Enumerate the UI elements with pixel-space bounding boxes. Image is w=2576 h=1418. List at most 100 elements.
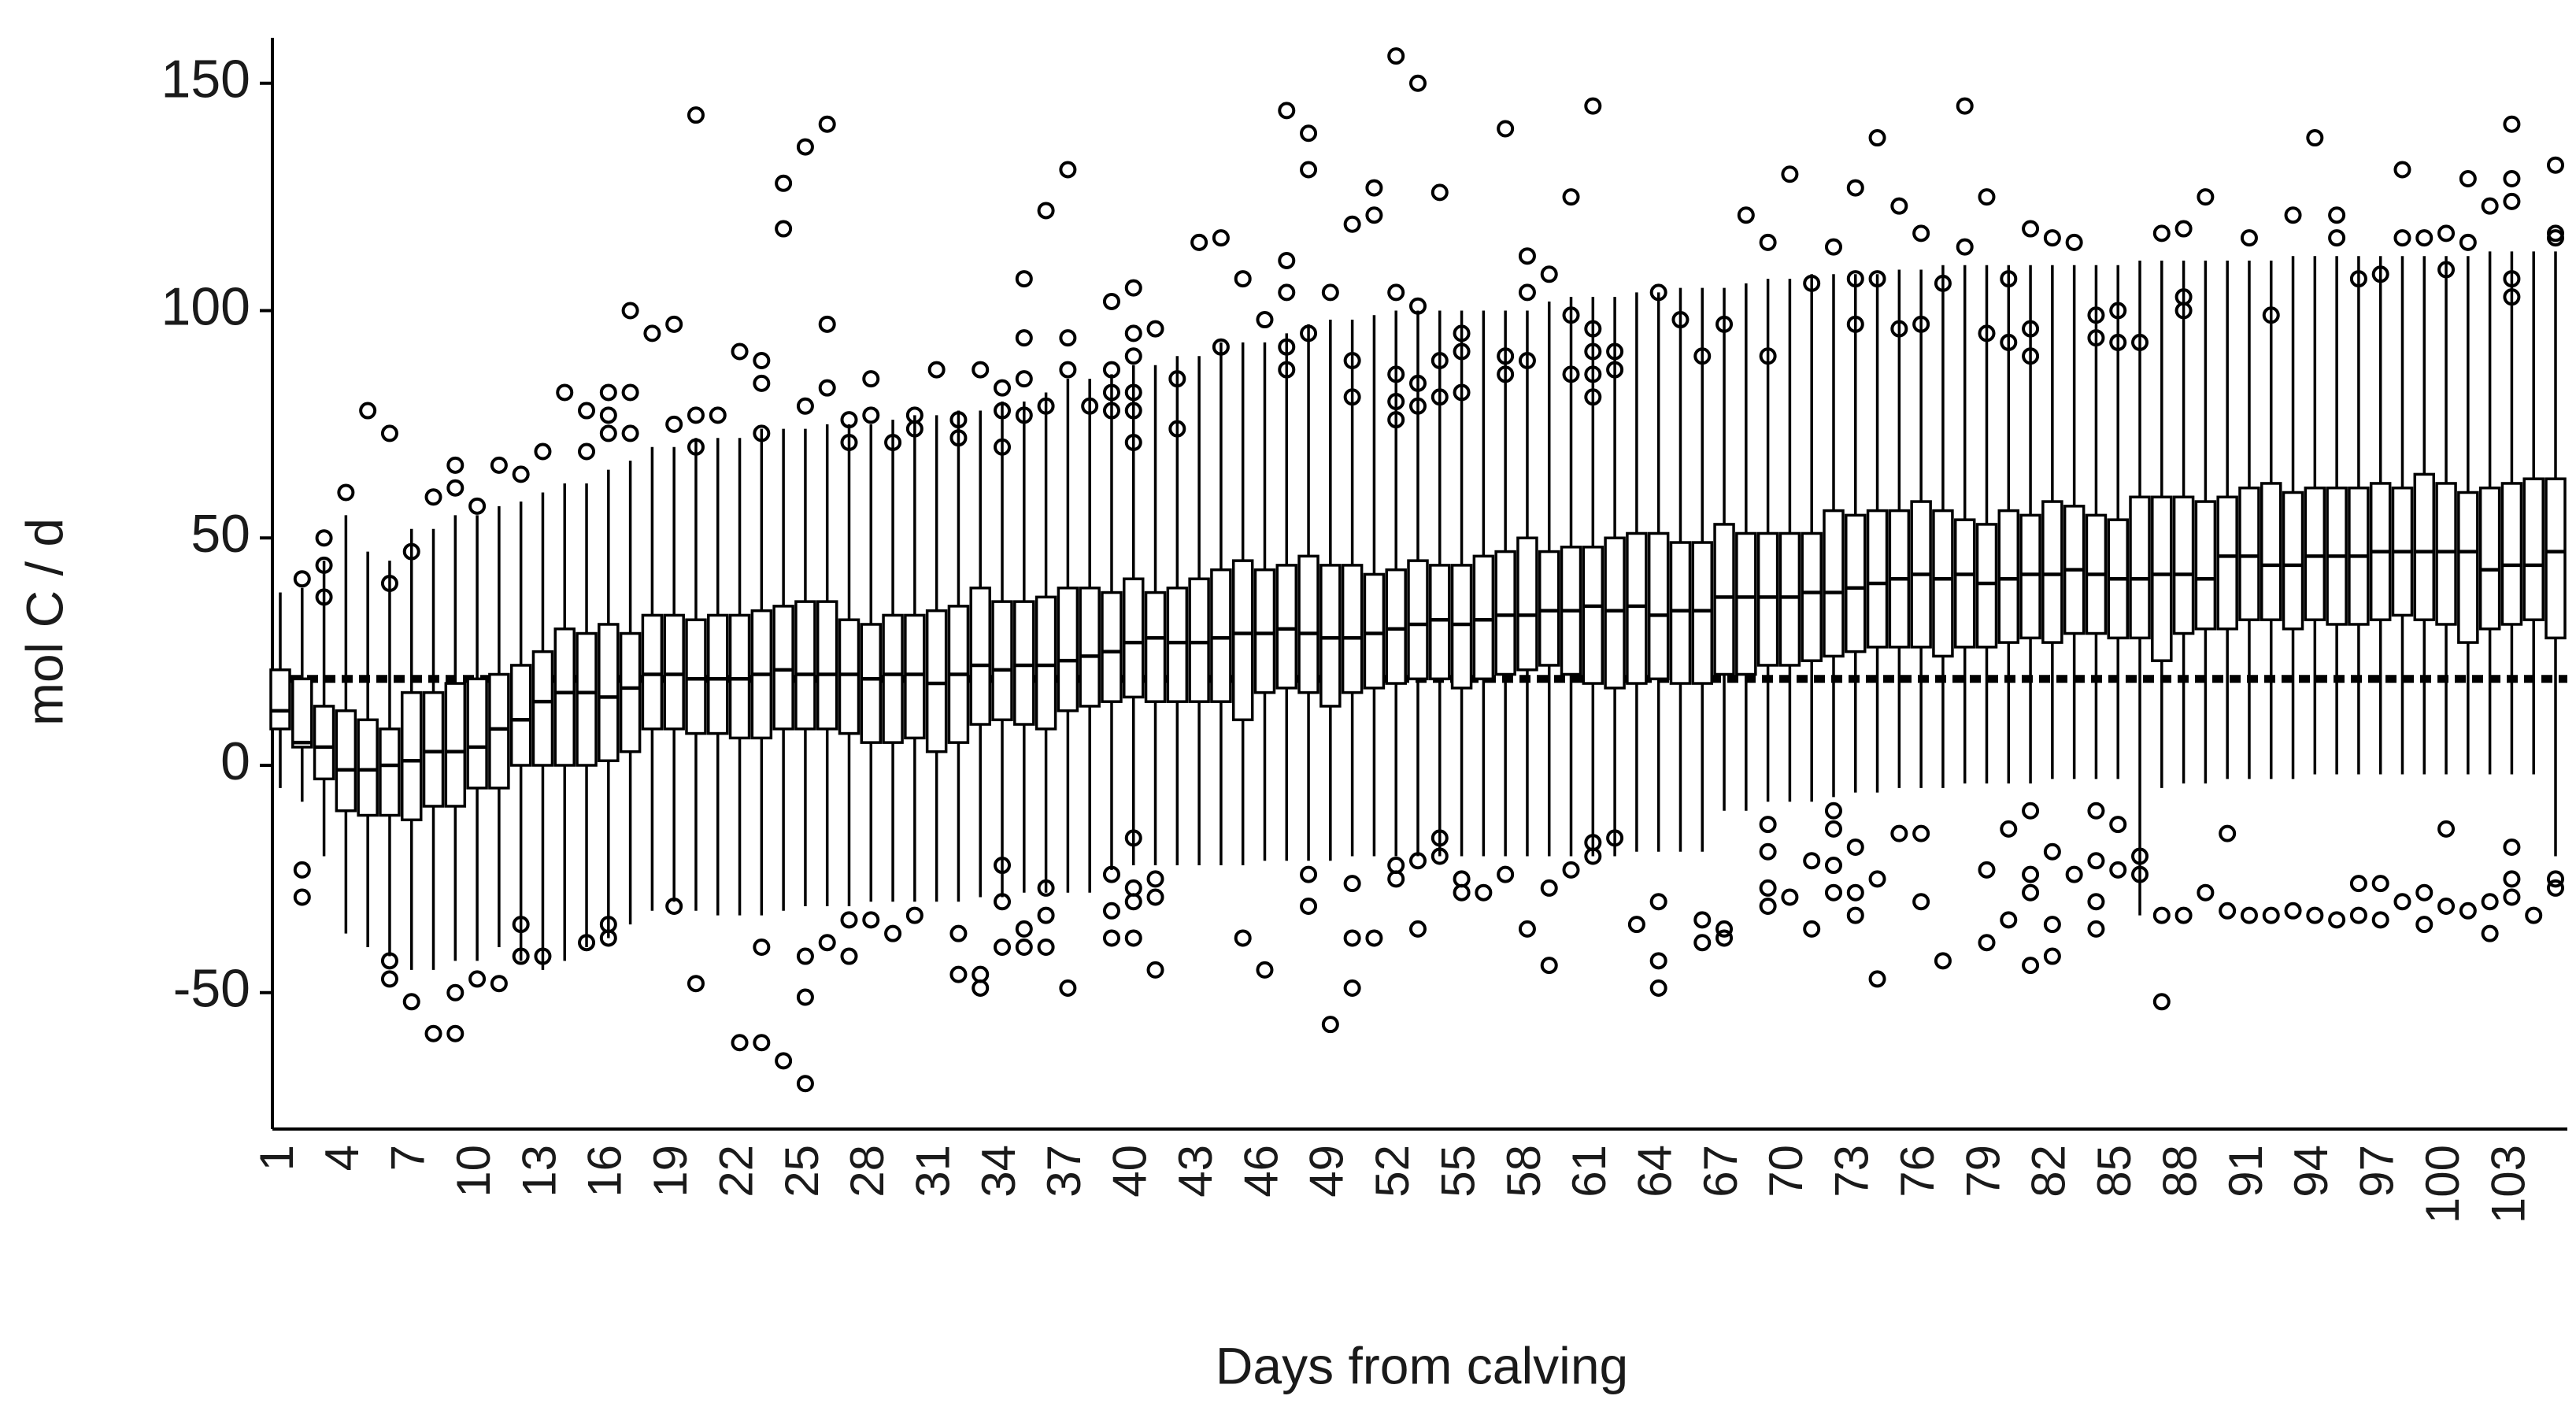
outlier	[840, 433, 858, 451]
outlier	[2022, 802, 2040, 820]
outlier	[1102, 902, 1120, 920]
outlier	[1803, 920, 1821, 938]
box	[1253, 568, 1276, 694]
outlier	[2547, 879, 2564, 897]
box	[2129, 495, 2151, 640]
outlier	[512, 465, 530, 483]
outlier	[818, 934, 836, 952]
box	[444, 682, 467, 808]
box	[1166, 587, 1189, 703]
outlier	[468, 970, 487, 988]
outlier	[578, 934, 596, 952]
outlier	[2503, 270, 2521, 288]
outlier	[1037, 202, 1055, 220]
x-tick-label: 1	[250, 1145, 303, 1171]
box	[531, 650, 554, 767]
outlier	[599, 383, 617, 402]
outlier	[1124, 829, 1142, 847]
outlier	[1124, 929, 1142, 947]
box	[1932, 509, 1954, 658]
outlier	[1343, 929, 1361, 947]
outlier	[2065, 865, 2083, 883]
outlier	[2000, 911, 2018, 929]
outlier	[994, 438, 1012, 456]
outlier	[446, 479, 464, 497]
outlier	[905, 420, 923, 438]
box	[707, 613, 729, 735]
outlier	[2152, 906, 2171, 924]
box	[772, 605, 794, 731]
outlier	[2393, 229, 2411, 247]
outlier	[578, 442, 596, 461]
box	[422, 690, 445, 808]
outlier	[1497, 365, 1515, 383]
outlier	[1102, 929, 1120, 947]
outlier	[2219, 902, 2237, 920]
x-tick-label: 16	[579, 1145, 631, 1198]
outlier	[2503, 288, 2521, 306]
outlier	[1168, 420, 1186, 438]
outlier	[2109, 333, 2127, 351]
box	[1538, 550, 1560, 667]
outlier	[1146, 961, 1164, 979]
outlier	[1146, 888, 1164, 906]
outlier	[2022, 865, 2040, 883]
y-tick-label: 0	[220, 731, 250, 791]
outlier	[1015, 939, 1033, 956]
outlier	[1365, 929, 1383, 947]
outlier	[1649, 952, 1667, 970]
outlier	[2393, 161, 2411, 179]
outlier	[1562, 861, 1580, 879]
outlier	[1540, 879, 1558, 897]
outlier	[1562, 306, 1580, 324]
box	[1385, 568, 1407, 685]
outlier	[621, 383, 639, 402]
outlier	[753, 374, 771, 392]
box	[1210, 568, 1232, 703]
outlier	[796, 397, 814, 415]
outlier	[1190, 233, 1208, 251]
outlier	[1846, 315, 1864, 333]
box	[663, 613, 685, 731]
box	[1144, 591, 1167, 703]
box	[969, 587, 991, 726]
outlier	[2262, 906, 2280, 924]
box	[269, 668, 291, 731]
outlier	[1037, 939, 1055, 956]
outlier	[840, 911, 858, 929]
box	[1341, 564, 1364, 694]
outlier	[1497, 865, 1515, 883]
x-tick-label: 91	[2219, 1145, 2272, 1198]
outlier	[1234, 270, 1252, 288]
outlier	[1124, 893, 1142, 911]
outlier	[1824, 802, 1842, 820]
box	[838, 618, 861, 735]
outlier	[1715, 929, 1734, 947]
outlier	[2022, 883, 2040, 902]
outlier	[2087, 306, 2105, 324]
outlier	[2022, 320, 2040, 338]
outlier	[1212, 338, 1230, 356]
outlier	[1846, 883, 1864, 902]
box	[2478, 486, 2501, 631]
x-tick-label: 97	[2351, 1145, 2404, 1198]
x-tick-label: 79	[1956, 1145, 2009, 1198]
outlier	[2328, 911, 2346, 929]
outlier	[621, 424, 639, 442]
box	[466, 677, 488, 790]
outlier	[2197, 883, 2215, 902]
outlier	[1168, 370, 1186, 388]
outlier	[884, 924, 902, 942]
outlier	[1387, 47, 1405, 65]
x-tick-label: 103	[2482, 1145, 2534, 1224]
outlier	[2459, 170, 2477, 188]
outlier	[753, 352, 771, 370]
outlier	[1300, 324, 1318, 342]
x-tick-label: 82	[2023, 1145, 2075, 1198]
outlier	[1102, 361, 1120, 379]
outlier	[621, 302, 639, 320]
outlier	[994, 939, 1012, 956]
box	[1472, 554, 1495, 681]
outlier	[1781, 165, 1799, 183]
